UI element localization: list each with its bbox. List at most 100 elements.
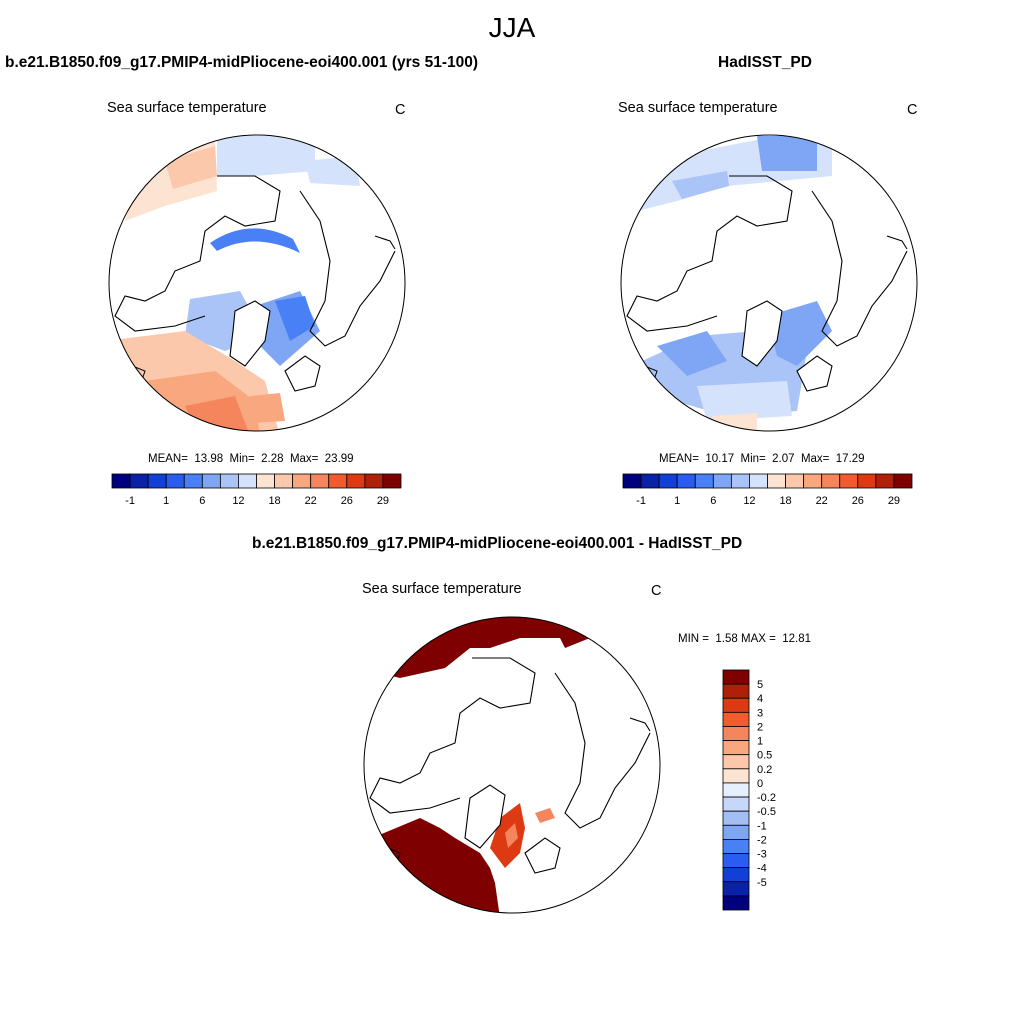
colorbar-swatch [722,768,750,784]
panel-model-title: b.e21.B1850.f09_g17.PMIP4-midPliocene-eo… [5,54,478,71]
colorbar-swatch [722,810,750,826]
colorbar-swatch [292,473,312,489]
coastline-north-america [369,657,536,814]
diff-fill-barents [535,808,555,823]
colorbar-tick-label: 18 [779,495,791,507]
colorbar-swatch [165,473,185,489]
sst-fill-atlantic-edge [697,381,792,421]
colorbar-swatch [219,473,239,489]
colorbar-tick-label: -2 [757,834,767,846]
mean-value: 10.17 [705,453,735,465]
sst-fill-pacific-warmer [165,146,217,189]
mean-value: 13.98 [194,453,224,465]
colorbar-swatch [857,473,877,489]
panel-model-stats: MEAN= 13.98 Min= 2.28 Max= 23.99 [148,453,354,465]
colorbar-tick-label: 1 [163,495,169,507]
colorbar-tick-label: 29 [377,495,389,507]
colorbar-swatch [722,839,750,854]
colorbar-tick-label: -1 [757,820,767,832]
colorbar-tick-label: -1 [125,495,135,507]
colorbar-swatch [274,473,294,489]
colorbar-tick-label: -3 [757,849,767,861]
coastline-kamchatka [629,717,651,732]
coastline-greenland [741,300,783,367]
colorbar-tick-label: -0.2 [757,792,776,804]
colorbar-swatch [310,473,330,489]
colorbar-swatch [382,473,402,489]
colorbar-swatch [803,473,823,489]
map-boundary [108,134,406,432]
figure-title: JJA [488,12,536,43]
mean-label: MEAN= [659,453,699,465]
sst-fill-nordic-core [275,296,315,341]
panel-model-variable: Sea surface temperature [107,100,267,116]
colorbar-swatch [111,473,131,489]
colorbar-tick-label: 29 [888,495,900,507]
colorbar-swatch [821,473,841,489]
panel-diff-variable: Sea surface temperature [362,581,522,597]
max-value: 17.29 [835,453,865,465]
colorbar-swatch [364,473,384,489]
colorbar-tick-label: 12 [232,495,244,507]
colorbar-swatch [256,473,275,489]
colorbar-swatch [328,473,348,489]
panel-obs-variable: Sea surface temperature [618,100,778,116]
colorbar-tick-label: 0.5 [757,750,772,762]
coastline-kamchatka [374,235,396,250]
colorbar-tick-label: 12 [743,495,755,507]
colorbar-swatch [875,473,895,489]
colorbar-swatch [722,726,750,741]
coastline-greenland [229,300,271,367]
colorbar-tick-label: 1 [674,495,680,507]
colorbar-swatch [712,473,732,489]
colorbar-swatch [722,824,750,840]
panel-obs-map [620,134,918,432]
panel-diff-units: C [651,583,662,599]
colorbar-tick-label: 6 [199,495,205,507]
colorbar-swatch [893,473,913,489]
colorbar-tick-label: 5 [757,679,763,691]
coastline-scandinavia [284,355,321,392]
diff-fill-pacific [380,617,560,678]
colorbar-swatch [722,867,750,883]
coastline-eurasia [299,190,396,347]
max-value: 12.81 [782,633,811,645]
colorbar-swatch [183,473,203,489]
sst-fill-europe-coast [250,393,285,423]
min-label: Min= [740,453,766,465]
colorbar-swatch [722,711,750,727]
colorbar-tick-label: 26 [852,495,864,507]
colorbar-tick-label: 22 [816,495,828,507]
colorbar-tick-label: -4 [757,863,767,875]
panel-diff-stats: MIN = 1.58 MAX = 12.81 [678,633,811,645]
colorbar-swatch [722,754,750,770]
sst-fill-bering [757,136,817,171]
panel-obs-title: HadISST_PD [718,54,812,71]
colorbar-swatch [722,683,750,699]
min-label: Min= [229,453,255,465]
colorbar-tick-label: -5 [757,877,767,889]
panel-model-map [108,134,406,432]
colorbar-tick-label: 4 [757,693,763,705]
colorbar-model: -1 1 6 12 18 22 26 29 [111,473,402,507]
min-label: MIN = [678,633,709,645]
colorbar-swatch [722,740,750,756]
colorbar-swatch [767,473,786,489]
colorbar-tick-label: -0.5 [757,806,776,818]
min-value: 2.28 [261,453,284,465]
sst-fill-nordic [767,301,832,366]
colorbar-swatch [129,473,149,489]
colorbar-obs: -1 1 6 12 18 22 26 29 [622,473,913,507]
colorbar-swatch [722,895,750,911]
map-boundary [363,616,661,914]
max-label: MAX = [740,633,776,645]
sst-fill-pacific-mid [672,171,729,199]
coastline-scandinavia [524,837,561,874]
panel-diff-map [363,616,661,914]
sst-fill-labrador [657,331,727,376]
colorbar-swatch [839,473,859,489]
colorbar-swatch [722,881,750,897]
coastline-eurasia [554,672,651,829]
colorbar-tick-label: 22 [305,495,317,507]
min-value: 1.58 [715,633,738,645]
